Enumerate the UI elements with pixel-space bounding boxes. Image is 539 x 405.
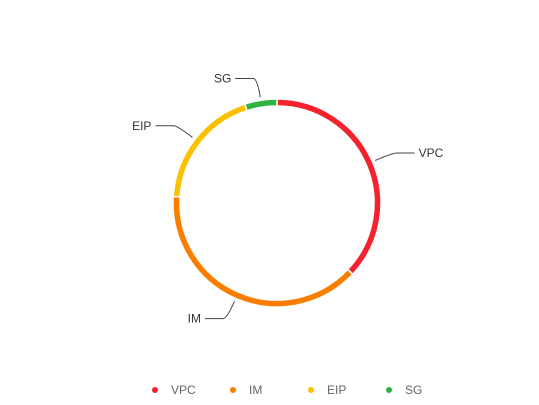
slice-eip[interactable] bbox=[172, 103, 248, 198]
legend-item-im[interactable]: IM bbox=[230, 383, 262, 397]
leader-line-vpc bbox=[375, 152, 415, 161]
legend-label-vpc: VPC bbox=[171, 383, 196, 397]
slice-im[interactable] bbox=[172, 195, 354, 308]
donut-slices bbox=[172, 98, 382, 308]
leader-line-im bbox=[204, 301, 235, 320]
legend-label-sg: SG bbox=[405, 383, 422, 397]
leader-line-eip bbox=[155, 125, 193, 138]
legend-item-sg[interactable]: SG bbox=[386, 383, 422, 397]
legend-item-vpc[interactable]: VPC bbox=[152, 383, 196, 397]
slice-labels: VPC IM EIP SG bbox=[132, 72, 444, 326]
slice-vpc[interactable] bbox=[276, 98, 382, 276]
legend-label-eip: EIP bbox=[327, 383, 346, 397]
legend-marker-vpc bbox=[152, 387, 158, 393]
slice-label-eip: EIP bbox=[132, 119, 151, 133]
slice-sg[interactable] bbox=[243, 98, 278, 112]
legend-label-im: IM bbox=[249, 383, 262, 397]
legend-marker-im bbox=[230, 387, 236, 393]
slice-label-sg: SG bbox=[214, 72, 231, 86]
legend-marker-sg bbox=[386, 387, 392, 393]
leader-line-sg bbox=[235, 78, 261, 98]
slice-label-vpc: VPC bbox=[419, 146, 444, 160]
slice-label-im: IM bbox=[188, 312, 201, 326]
legend-item-eip[interactable]: EIP bbox=[308, 383, 346, 397]
legend: VPC IM EIP SG bbox=[152, 383, 422, 397]
legend-marker-eip bbox=[308, 387, 314, 393]
